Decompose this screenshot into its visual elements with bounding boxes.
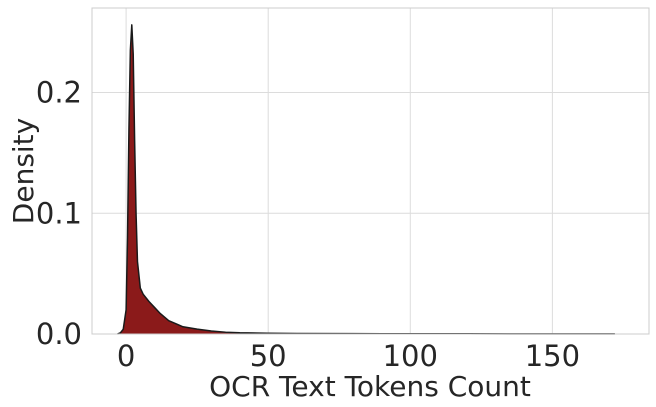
tick-labels: 0 50 100 150 0.0 0.1 0.2 <box>36 76 580 373</box>
x-tick-label: 50 <box>250 339 287 373</box>
y-tick-label: 0.0 <box>36 317 82 351</box>
plot-background <box>92 8 649 334</box>
x-axis-label: OCR Text Tokens Count <box>209 370 531 403</box>
plot-frame <box>91 7 650 335</box>
x-tick-label: 100 <box>383 339 438 373</box>
y-axis-label: Density <box>7 118 40 224</box>
x-tick-label: 0 <box>117 339 135 373</box>
y-tick-label: 0.2 <box>36 76 82 110</box>
y-tick-label: 0.1 <box>36 196 82 230</box>
x-tick-label: 150 <box>525 339 580 373</box>
